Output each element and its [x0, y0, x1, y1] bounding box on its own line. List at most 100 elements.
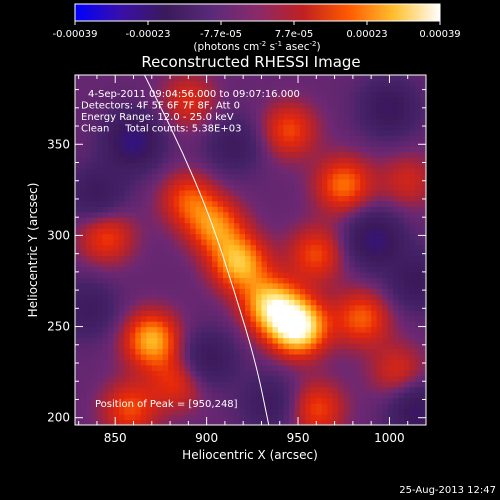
- heatmap-cell: [190, 348, 197, 355]
- heatmap-cell: [107, 75, 114, 82]
- heatmap-cell: [266, 403, 274, 410]
- heatmap-cell: [398, 299, 405, 306]
- heatmap-cell: [234, 200, 241, 207]
- heatmap-cell: [327, 140, 334, 147]
- heatmap-cell: [140, 184, 147, 191]
- heatmap-cell: [179, 271, 186, 278]
- heatmap-cell: [393, 151, 400, 158]
- heatmap-cell: [91, 80, 98, 87]
- heatmap-cell: [113, 359, 120, 366]
- heatmap-cell: [382, 162, 389, 169]
- heatmap-cell: [245, 173, 252, 180]
- heatmap-cell: [168, 277, 175, 284]
- heatmap-cell: [420, 102, 426, 109]
- heatmap-cell: [316, 233, 323, 240]
- heatmap-cell: [107, 310, 114, 317]
- heatmap-cell: [91, 304, 98, 311]
- heatmap-cell: [91, 75, 98, 82]
- heatmap-cell: [228, 118, 235, 125]
- heatmap-cell: [266, 277, 274, 284]
- heatmap-cell: [415, 135, 422, 142]
- heatmap-cell: [162, 381, 169, 388]
- heatmap-cell: [173, 359, 180, 366]
- heatmap-cell: [277, 304, 285, 311]
- heatmap-cell: [96, 271, 104, 278]
- heatmap-cell: [234, 282, 241, 289]
- heatmap-cell: [173, 173, 180, 180]
- heatmap-cell: [316, 353, 323, 360]
- heatmap-cell: [272, 178, 279, 185]
- heatmap-cell: [354, 397, 361, 404]
- heatmap-cell: [85, 337, 93, 344]
- heatmap-cell: [239, 217, 246, 224]
- heatmap-cell: [327, 266, 334, 273]
- heatmap-cell: [272, 321, 279, 328]
- heatmap-cell: [310, 403, 317, 410]
- heatmap-cell: [415, 124, 422, 131]
- heatmap-cell: [376, 189, 383, 196]
- heatmap-cell: [420, 277, 426, 284]
- heatmap-cell: [85, 184, 93, 191]
- heatmap-cell: [206, 167, 213, 175]
- heatmap-cell: [365, 217, 372, 224]
- heatmap-cell: [272, 392, 279, 399]
- heatmap-cell: [118, 173, 125, 180]
- heatmap-cell: [212, 173, 219, 180]
- heatmap-cell: [371, 217, 378, 224]
- heatmap-cell: [316, 113, 323, 120]
- heatmap-cell: [404, 200, 411, 207]
- heatmap-cell: [190, 332, 197, 339]
- heatmap-cell: [404, 332, 411, 339]
- heatmap-cell: [223, 233, 230, 240]
- heatmap-cell: [140, 162, 147, 169]
- heatmap-cell: [316, 359, 323, 366]
- heatmap-cell: [140, 348, 147, 355]
- heatmap-cell: [75, 403, 82, 410]
- heatmap-cell: [261, 342, 268, 350]
- heatmap-cell: [261, 304, 268, 311]
- heatmap-cell: [415, 337, 422, 344]
- heatmap-cell: [415, 244, 422, 251]
- heatmap-cell: [140, 96, 147, 103]
- heatmap-cell: [305, 299, 312, 306]
- heatmap-cell: [332, 288, 339, 295]
- heatmap-cell: [332, 260, 339, 268]
- heatmap-cell: [140, 332, 147, 339]
- heatmap-cell: [228, 157, 235, 164]
- heatmap-cell: [113, 315, 120, 322]
- heatmap-cell: [277, 414, 285, 421]
- heatmap-cell: [75, 266, 82, 273]
- heatmap-cell: [107, 91, 114, 98]
- heatmap-cell: [266, 364, 274, 371]
- heatmap-cell: [157, 266, 164, 273]
- heatmap-cell: [343, 321, 350, 328]
- heatmap-cell: [228, 332, 235, 339]
- heatmap-cell: [305, 222, 312, 229]
- heatmap-cell: [250, 239, 257, 246]
- heatmap-cell: [223, 392, 230, 399]
- heatmap-cell: [354, 337, 361, 344]
- heatmap-cell: [113, 392, 120, 399]
- heatmap-cell: [277, 255, 285, 262]
- heatmap-cell: [382, 91, 389, 98]
- heatmap-cell: [382, 403, 389, 410]
- heatmap-cell: [118, 392, 125, 399]
- heatmap-cell: [206, 118, 213, 125]
- heatmap-cell: [162, 321, 169, 328]
- heatmap-cell: [409, 206, 416, 213]
- heatmap-cell: [146, 408, 153, 415]
- heatmap-cell: [398, 342, 405, 350]
- heatmap-cell: [316, 217, 323, 224]
- heatmap-cell: [360, 244, 367, 251]
- heatmap-cell: [223, 178, 230, 185]
- heatmap-cell: [316, 277, 323, 284]
- heatmap-cell: [217, 173, 224, 180]
- heatmap-cell: [234, 304, 241, 311]
- heatmap-cell: [277, 408, 285, 415]
- heatmap-cell: [409, 162, 416, 169]
- heatmap-cell: [294, 403, 301, 410]
- heatmap-cell: [118, 266, 125, 273]
- heatmap-cell: [75, 244, 82, 251]
- heatmap-cell: [398, 332, 405, 339]
- heatmap-cell: [179, 315, 186, 322]
